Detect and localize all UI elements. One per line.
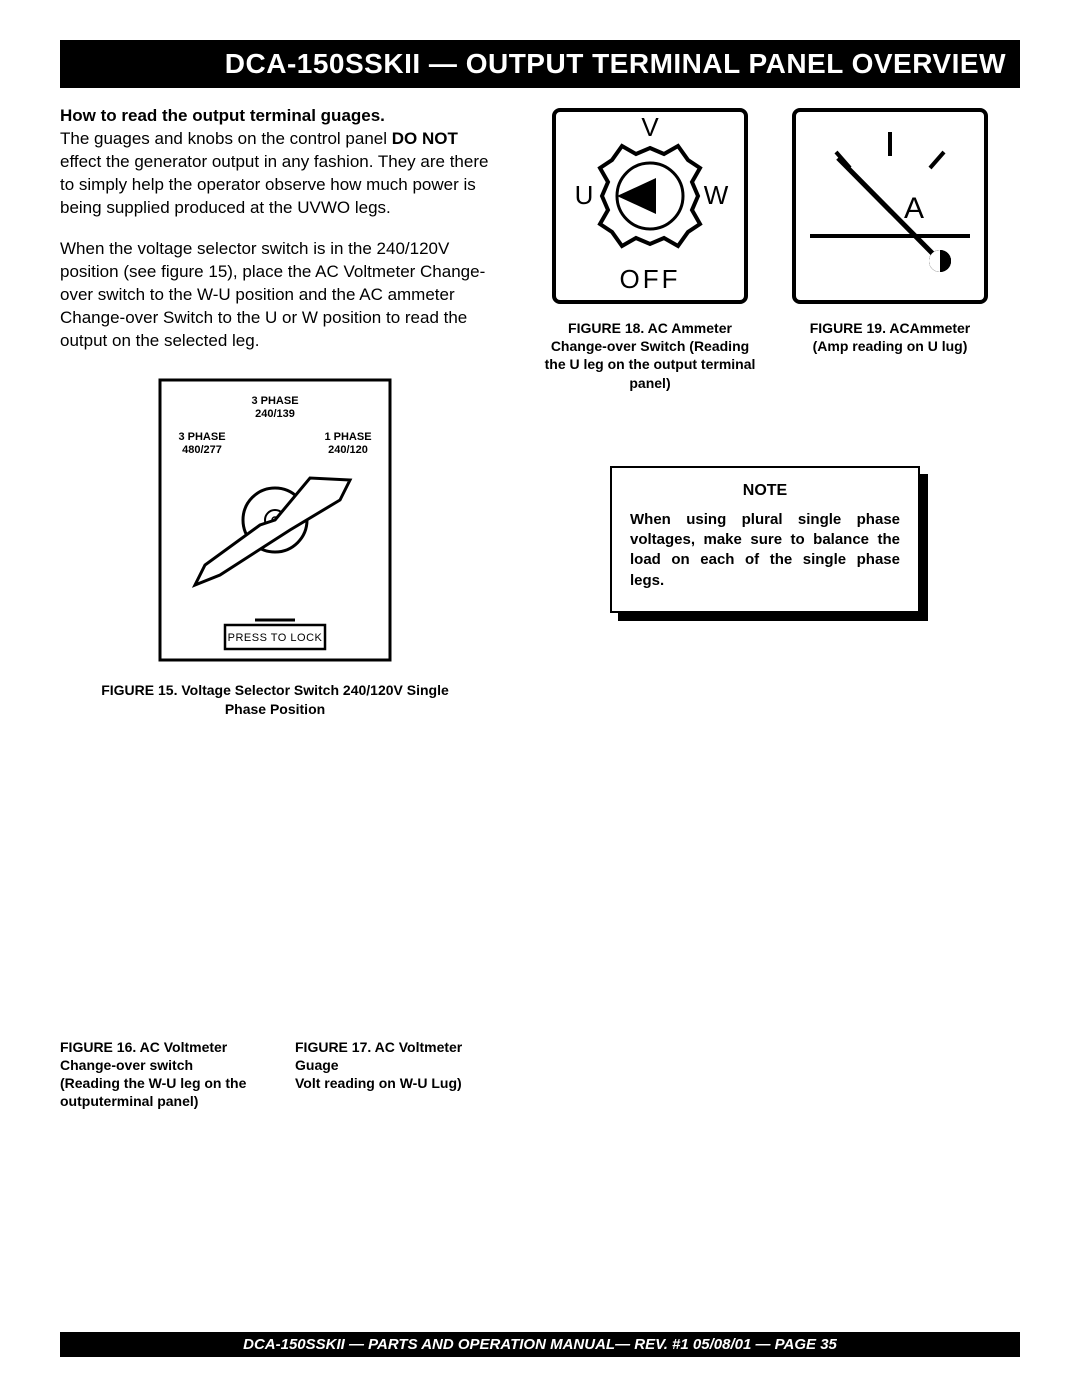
para1-bold: DO NOT <box>392 129 458 148</box>
svg-text:240/120: 240/120 <box>328 444 368 456</box>
figure-18-caption: FIGURE 18. AC Ammeter Change-over Switch… <box>540 319 760 392</box>
svg-text:3 PHASE: 3 PHASE <box>251 395 298 407</box>
section-heading: How to read the output terminal guages. <box>60 106 490 126</box>
figure-18: V U W OFF FIGURE 18. AC Ammeter Change-o… <box>540 106 760 392</box>
note-box: NOTE When using plural single phase volt… <box>610 466 920 613</box>
ammeter-gauge-icon: A <box>790 106 990 306</box>
left-column: How to read the output terminal guages. … <box>60 106 490 1111</box>
figure-16-caption: FIGURE 16. AC Voltmeter Change-over swit… <box>60 1038 255 1111</box>
svg-text:480/277: 480/277 <box>182 444 222 456</box>
page-title-bar: DCA-150SSKII — OUTPUT TERMINAL PANEL OVE… <box>60 40 1020 88</box>
para1-b: effect the generator output in any fashi… <box>60 152 488 217</box>
ammeter-switch-icon: V U W OFF <box>550 106 750 306</box>
bottom-captions: FIGURE 16. AC Voltmeter Change-over swit… <box>60 1038 490 1111</box>
paragraph-2: When the voltage selector switch is in t… <box>60 238 490 353</box>
figure-17-caption: FIGURE 17. AC Voltmeter Guage Volt readi… <box>295 1038 490 1111</box>
right-column: V U W OFF FIGURE 18. AC Ammeter Change-o… <box>510 106 1020 1111</box>
svg-text:1 PHASE: 1 PHASE <box>324 431 371 443</box>
svg-text:V: V <box>641 112 659 142</box>
figure-15-caption: FIGURE 15. Voltage Selector Switch 240/1… <box>85 681 465 717</box>
note-title: NOTE <box>630 482 900 500</box>
figure-19: A FIGURE 19. ACAmmeter (Amp reading on U… <box>790 106 990 392</box>
para1-a: The guages and knobs on the control pane… <box>60 129 392 148</box>
svg-text:A: A <box>904 192 924 225</box>
main-content: How to read the output terminal guages. … <box>60 106 1020 1111</box>
svg-text:240/139: 240/139 <box>255 408 295 420</box>
svg-text:PRESS TO LOCK: PRESS TO LOCK <box>228 632 323 644</box>
svg-text:W: W <box>704 180 729 210</box>
paragraph-1: The guages and knobs on the control pane… <box>60 128 490 220</box>
svg-text:3 PHASE: 3 PHASE <box>178 431 225 443</box>
footer-bar: DCA-150SSKII — PARTS AND OPERATION MANUA… <box>60 1332 1020 1357</box>
top-figures-row: V U W OFF FIGURE 18. AC Ammeter Change-o… <box>510 106 1020 392</box>
figure-15: 3 PHASE 240/139 3 PHASE 480/277 1 PHASE … <box>60 370 490 717</box>
figure-19-caption: FIGURE 19. ACAmmeter (Amp reading on U l… <box>790 319 990 355</box>
svg-text:OFF: OFF <box>620 264 681 294</box>
note-body: When using plural single phase voltages,… <box>630 510 900 591</box>
svg-text:U: U <box>575 180 594 210</box>
voltage-selector-switch-icon: 3 PHASE 240/139 3 PHASE 480/277 1 PHASE … <box>140 370 410 670</box>
